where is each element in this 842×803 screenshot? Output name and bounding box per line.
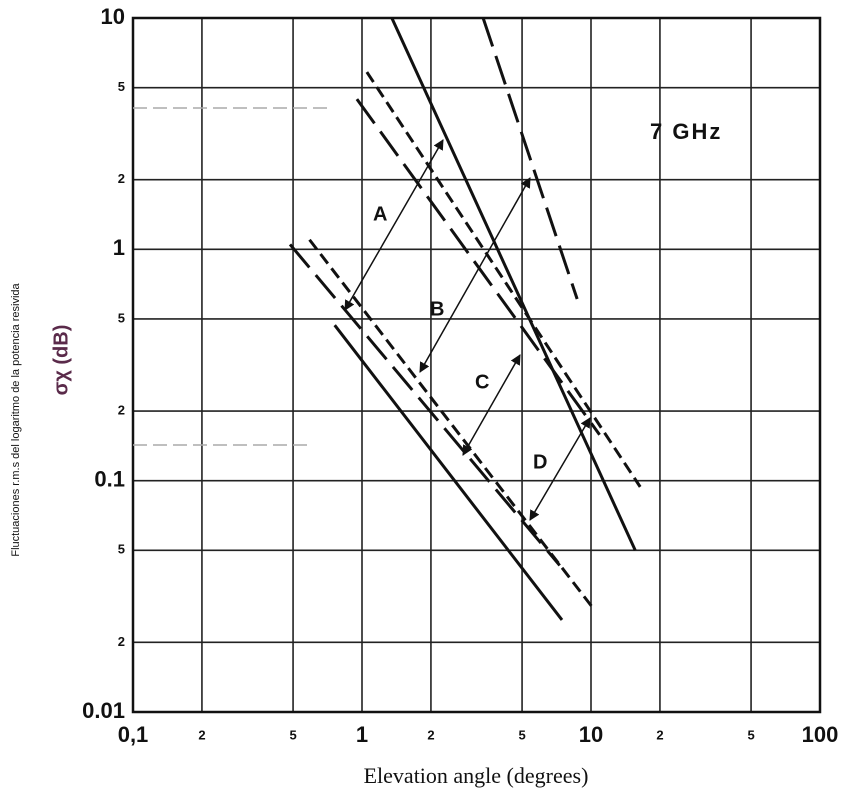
series-line [365, 71, 642, 488]
x-tick-label: 5 [747, 727, 754, 742]
x-tick-label: 2 [656, 727, 663, 742]
series-line [333, 324, 564, 621]
annotation: 7 GHz [650, 119, 722, 144]
x-tick-label: 1 [356, 722, 368, 747]
x-tick-label: 10 [579, 722, 603, 747]
arrow-label: C [475, 371, 489, 393]
arrow [419, 177, 531, 373]
x-tick-label: 5 [518, 727, 525, 742]
y-axis-label: σχ (dB) [50, 325, 72, 396]
arrow-label: A [373, 203, 387, 225]
arrow-label: B [430, 298, 444, 320]
arrow-label: D [533, 451, 547, 473]
y-tick-label: 0.1 [94, 466, 125, 491]
x-axis-label: Elevation angle (degrees) [364, 763, 589, 788]
arrows [344, 139, 591, 521]
y-tick-label: 2 [118, 171, 125, 186]
arrow [462, 354, 521, 456]
plot-frame [131, 16, 822, 714]
y-tick-label: 2 [118, 634, 125, 649]
y-tick-label: 5 [118, 310, 125, 325]
arrow [529, 417, 591, 521]
y-tick-label: 10 [101, 4, 125, 29]
y-tick-label: 0.01 [82, 698, 125, 723]
x-tick-label: 0,1 [118, 722, 149, 747]
series-line [288, 243, 561, 567]
side-label: Fluctuaciones r.m.s del logaritmo de la … [10, 282, 22, 556]
y-tick-label: 1 [113, 235, 125, 260]
series-line [390, 17, 637, 551]
arrow [344, 139, 444, 311]
y-tick-label: 2 [118, 402, 125, 417]
series-line [481, 17, 579, 300]
y-tick-label: 5 [118, 79, 125, 94]
x-tick-label: 2 [198, 727, 205, 742]
y-tick-label: 5 [118, 542, 125, 557]
x-tick-label: 2 [427, 727, 434, 742]
x-tick-label: 100 [802, 722, 839, 747]
x-tick-label: 5 [289, 727, 296, 742]
